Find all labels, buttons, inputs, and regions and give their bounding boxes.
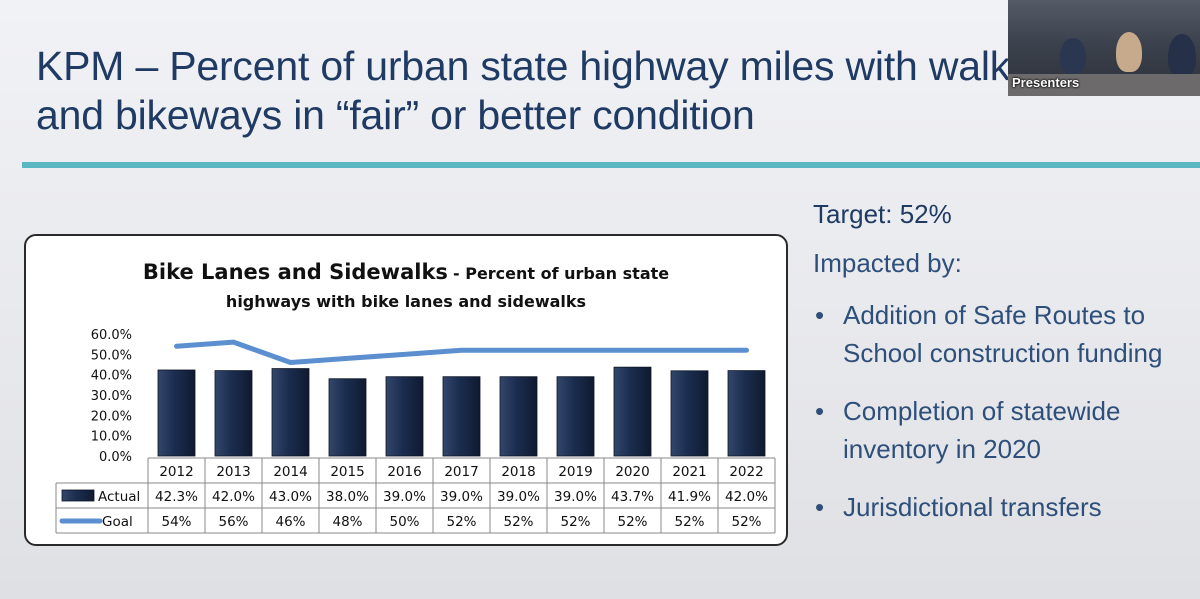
bar-line-chart: 0.0% 10.0% 20.0% 30.0% 40.0% 50.0% 60.0% 2012 42… <box>55 328 776 534</box>
goal-data-label: 52% <box>674 514 704 530</box>
x-category-label: 2019 <box>558 464 592 480</box>
chart-subtitle-part1: - Percent of urban state <box>453 264 670 283</box>
actual-data-label: 42.3% <box>155 489 198 505</box>
actual-data-label: 39.0% <box>497 489 540 505</box>
impacted-label: Impacted by: <box>813 248 962 278</box>
impact-bullet-item: • Addition of Safe Routes to School const… <box>813 296 1193 372</box>
goal-data-label: 52% <box>560 514 590 530</box>
title-divider <box>22 162 1200 168</box>
x-category-label: 2016 <box>387 464 421 480</box>
x-category-label: 2017 <box>444 464 478 480</box>
impact-bullet-text: Jurisdictional transfers <box>843 492 1102 522</box>
bar <box>727 370 766 457</box>
y-tick-label: 30.0% <box>91 389 132 404</box>
x-category-label: 2021 <box>672 464 706 480</box>
chart-title: Bike Lanes and Sidewalks <box>142 260 448 284</box>
x-category-label: 2014 <box>273 464 307 480</box>
actual-data-label: 42.0% <box>725 489 768 505</box>
legend-goal-label: Goal <box>102 514 133 530</box>
bar <box>670 370 709 457</box>
impact-bullet-item: • Completion of statewide inventory in 20… <box>813 392 1193 468</box>
actual-data-label: 39.0% <box>383 489 426 505</box>
bullet-dot-icon: • <box>815 396 825 426</box>
presenter-video-thumbnail[interactable]: Presenters <box>1008 0 1200 96</box>
chart-title-line1: Bike Lanes and Sidewalks - Percent of ur… <box>26 260 786 284</box>
side-panel: Target: 52% Impacted by: • Addition of Sa… <box>813 196 1193 546</box>
actual-data-label: 38.0% <box>326 489 369 505</box>
actual-data-label: 39.0% <box>440 489 483 505</box>
bar <box>214 370 253 457</box>
impact-bullet-text: Addition of Safe Routes to School constr… <box>843 300 1163 368</box>
y-tick-label: 20.0% <box>91 409 132 424</box>
y-tick-label: 40.0% <box>91 369 132 384</box>
x-category-label: 2018 <box>501 464 535 480</box>
impact-bullet-text: Completion of statewide inventory in 202… <box>843 396 1121 464</box>
actual-data-label: 39.0% <box>554 489 597 505</box>
goal-data-label: 46% <box>275 514 305 530</box>
legend-actual-swatch <box>61 489 95 502</box>
goal-line <box>174 339 749 365</box>
actual-data-label: 42.0% <box>212 489 255 505</box>
y-tick-label: 10.0% <box>91 430 132 445</box>
actual-data-label: 43.7% <box>611 489 654 505</box>
presenter-desk <box>1008 74 1200 96</box>
presenter-figure-right <box>1168 34 1196 78</box>
goal-data-label: 50% <box>389 514 419 530</box>
presenter-figure-center <box>1116 32 1142 72</box>
actual-data-label: 43.0% <box>269 489 312 505</box>
bar <box>385 376 424 457</box>
x-category-label: 2022 <box>729 464 763 480</box>
goal-data-label: 56% <box>218 514 248 530</box>
legend-actual-label: Actual <box>98 489 140 505</box>
bar <box>328 378 367 457</box>
impact-bullet-list: • Addition of Safe Routes to School const… <box>813 296 1193 526</box>
video-label: Presenters <box>1012 75 1080 90</box>
y-tick-label: 50.0% <box>91 348 132 363</box>
bar <box>442 376 481 457</box>
bar <box>271 368 310 457</box>
x-category-label: 2015 <box>330 464 364 480</box>
y-tick-label: 0.0% <box>99 450 132 465</box>
goal-data-label: 52% <box>731 514 761 530</box>
chart-container: Bike Lanes and Sidewalks - Percent of ur… <box>24 234 788 546</box>
goal-data-label: 52% <box>503 514 533 530</box>
x-category-label: 2020 <box>615 464 649 480</box>
chart-subtitle-part2: highways with bike lanes and sidewalks <box>225 292 587 311</box>
goal-data-label: 48% <box>332 514 362 530</box>
impact-bullet-item: • Jurisdictional transfers <box>813 488 1193 526</box>
goal-data-label: 52% <box>446 514 476 530</box>
goal-data-label: 54% <box>161 514 191 530</box>
presenter-figure-left <box>1060 38 1086 74</box>
goal-data-label: 52% <box>617 514 647 530</box>
bullet-dot-icon: • <box>815 492 825 522</box>
x-category-label: 2012 <box>159 464 193 480</box>
bar <box>613 366 652 457</box>
target-text: Target: 52% <box>813 199 952 229</box>
bullet-dot-icon: • <box>815 300 825 330</box>
bar <box>499 376 538 457</box>
x-category-label: 2013 <box>216 464 250 480</box>
bar <box>556 376 595 457</box>
bar <box>157 369 196 457</box>
slide-title: KPM – Percent of urban state highway mil… <box>36 43 1103 138</box>
y-tick-label: 60.0% <box>91 328 132 343</box>
actual-data-label: 41.9% <box>668 489 711 505</box>
